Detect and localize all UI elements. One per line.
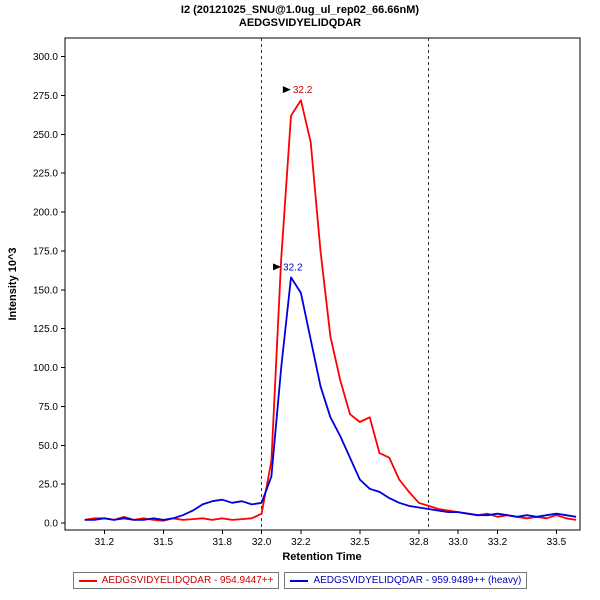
plot-border [64,37,581,531]
x-tick-label: 31.5 [154,537,174,548]
x-tick-label: 32.0 [252,537,272,548]
y-tick-label: 25.0 [39,480,59,491]
y-tick-label: 0.0 [44,519,58,530]
x-tick-label: 33.5 [547,537,567,548]
x-tick-label: 31.8 [213,537,233,548]
legend-item-heavy: AEDGSVIDYELIDQDAR - 959.9489++ (heavy) [284,572,528,589]
y-tick-label: 125.0 [33,324,58,335]
trace-light [84,99,577,522]
y-tick-label: 300.0 [33,52,58,63]
heavy-series-line-icon [290,579,309,582]
y-tick-label: 150.0 [33,285,58,296]
y-tick-label: 225.0 [33,169,58,180]
peak-rt-label: 32.2 [293,85,313,96]
legend-label-heavy: AEDGSVIDYELIDQDAR - 959.9489++ (heavy) [313,575,522,586]
plot-content: 0.0 25.0 50.0 75.0 100.0 125.0 150.0 175.0 200.0… [33,37,581,548]
x-tick-label: 33.0 [448,537,468,548]
peak-rt-label: 32.2 [283,262,303,273]
y-tick-label: 250.0 [33,130,58,141]
x-tick-label: 32.2 [291,537,311,548]
peak-pointer-icon [282,86,291,94]
y-tick-label: 275.0 [33,91,58,102]
x-tick-label: 31.2 [95,537,115,548]
y-tick-label: 100.0 [33,363,58,374]
chart-subtitle: AEDGSVIDYELIDQDAR [238,17,362,29]
y-tick-label: 75.0 [39,402,59,413]
legend: AEDGSVIDYELIDQDAR - 954.9447++ AEDGSVIDY… [0,572,600,589]
chart-title: I2 (20121025_SNU@1.0ug_ul_rep02_66.66nM) [180,4,420,16]
y-tick-label: 175.0 [33,246,58,257]
trace-heavy [84,276,577,521]
legend-item-light: AEDGSVIDYELIDQDAR - 954.9447++ [72,572,280,589]
y-tick-label: 50.0 [39,441,59,452]
peak-pointer-icon [273,263,282,271]
y-tick-label: 200.0 [33,208,58,219]
x-tick-label: 32.8 [409,537,429,548]
legend-label-light: AEDGSVIDYELIDQDAR - 954.9447++ [101,575,274,586]
y-axis-title: Intensity 10^3 [7,247,19,320]
x-axis-title: Retention Time [282,551,361,563]
x-tick-label: 33.2 [488,537,508,548]
x-tick-label: 32.5 [350,537,370,548]
light-series-line-icon [78,579,97,582]
